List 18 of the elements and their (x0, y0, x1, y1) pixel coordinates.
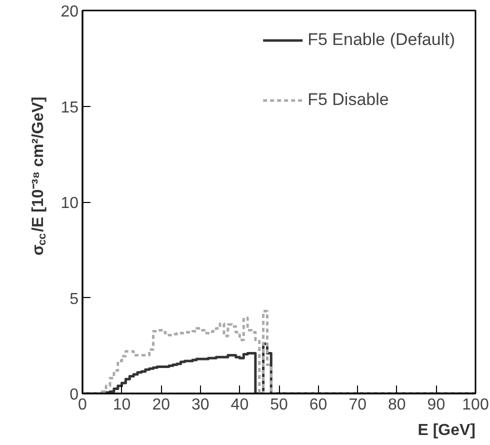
x-tick-label: 80 (388, 396, 406, 414)
x-tick-label: 50 (270, 396, 288, 414)
x-tick-label: 10 (112, 396, 131, 414)
legend-label: F5 Enable (Default) (308, 30, 455, 50)
y-tick-label: 10 (60, 195, 79, 212)
y-tick-label: 20 (60, 4, 79, 20)
x-tick-label: 90 (427, 396, 446, 414)
x-tick-label: 20 (152, 396, 170, 414)
x-axis-title: E [GeV] (418, 422, 476, 439)
legend-label: F5 Disable (308, 90, 389, 110)
x-tick-label: 100 (462, 396, 489, 414)
y-tick-label: 15 (60, 99, 79, 116)
y-axis-title: σcc/E [10⁻³⁸ cm²/GeV] (30, 96, 48, 256)
x-tick-label: 30 (192, 396, 210, 414)
x-tick-label: 70 (348, 396, 367, 414)
x-tick-label: 40 (230, 396, 249, 414)
x-tick-label: 60 (309, 396, 328, 414)
y-tick-label: 5 (70, 290, 79, 308)
